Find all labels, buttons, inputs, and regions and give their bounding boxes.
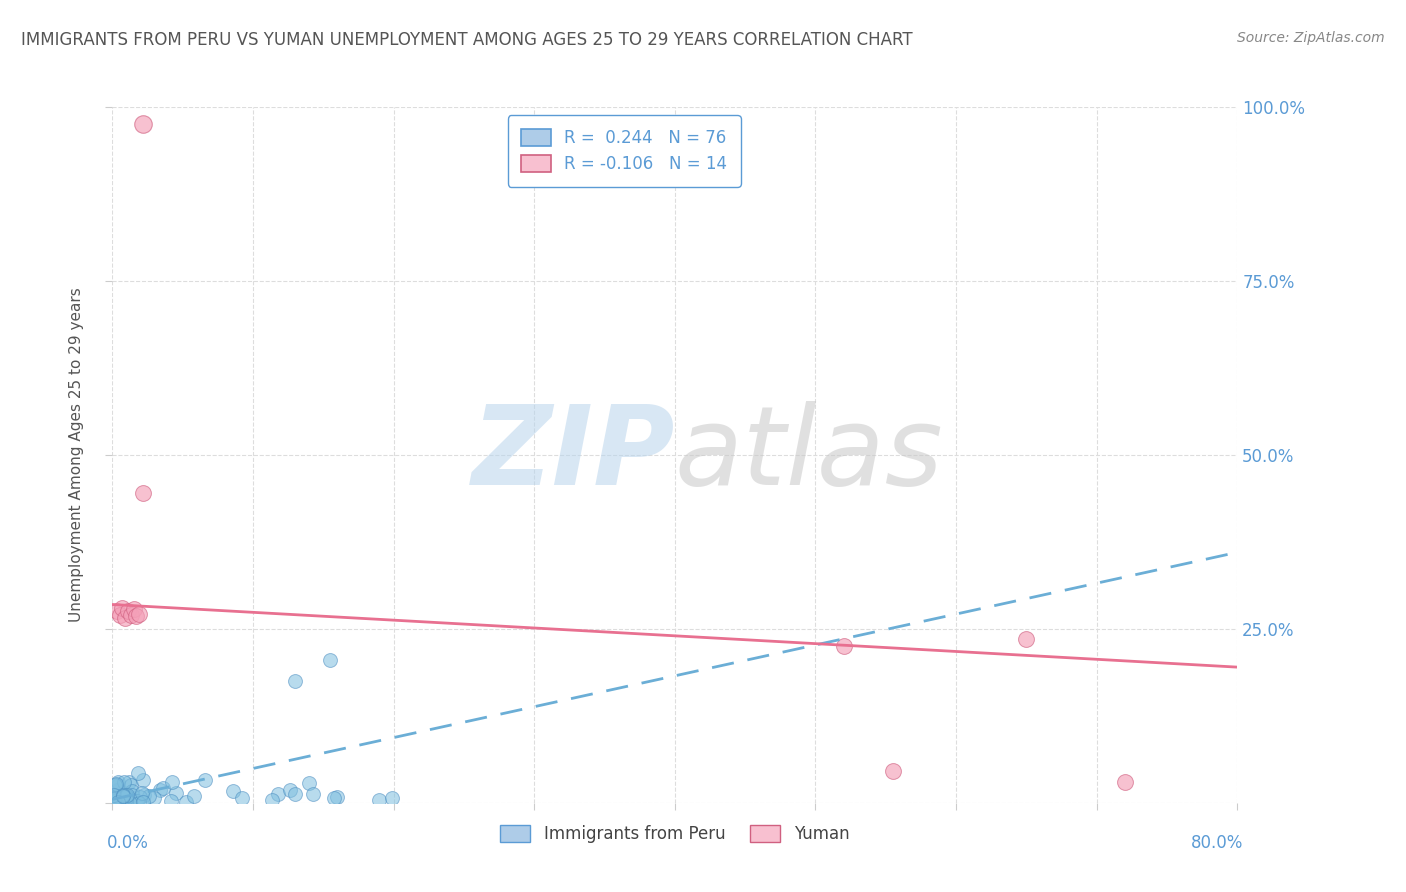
Point xyxy=(183,789,205,804)
Point xyxy=(103,794,125,808)
Point xyxy=(110,792,132,806)
Point xyxy=(302,787,325,801)
Point xyxy=(122,602,145,616)
Text: ZIP: ZIP xyxy=(471,401,675,508)
Text: 80.0%: 80.0% xyxy=(1191,834,1243,852)
Point xyxy=(108,789,131,804)
Point xyxy=(103,795,125,809)
Text: atlas: atlas xyxy=(675,401,943,508)
Point xyxy=(103,788,125,802)
Point xyxy=(117,788,139,802)
Point xyxy=(132,486,155,500)
Point xyxy=(278,782,301,797)
Point xyxy=(134,788,156,802)
Point xyxy=(112,774,135,789)
Y-axis label: Unemployment Among Ages 25 to 29 years: Unemployment Among Ages 25 to 29 years xyxy=(69,287,84,623)
Point xyxy=(110,791,132,805)
Point xyxy=(149,783,172,797)
Point xyxy=(103,791,125,805)
Point xyxy=(1114,775,1136,789)
Point xyxy=(121,792,143,806)
Point xyxy=(260,793,283,807)
Point xyxy=(103,791,125,805)
Point xyxy=(882,764,904,779)
Point xyxy=(322,791,344,805)
Point xyxy=(112,794,135,808)
Point xyxy=(103,796,125,810)
Point xyxy=(165,786,187,800)
Point xyxy=(131,786,153,800)
Point xyxy=(125,609,148,624)
Point xyxy=(110,796,132,810)
Point xyxy=(152,781,174,796)
Point xyxy=(105,794,128,808)
Point xyxy=(138,789,160,804)
Legend: Immigrants from Peru, Yuman: Immigrants from Peru, Yuman xyxy=(494,819,856,850)
Point xyxy=(284,788,307,802)
Point xyxy=(160,775,183,789)
Point xyxy=(103,778,125,792)
Point xyxy=(319,653,342,667)
Point xyxy=(103,792,125,806)
Point xyxy=(267,788,290,802)
Point xyxy=(128,796,150,810)
Text: IMMIGRANTS FROM PERU VS YUMAN UNEMPLOYMENT AMONG AGES 25 TO 29 YEARS CORRELATION: IMMIGRANTS FROM PERU VS YUMAN UNEMPLOYME… xyxy=(21,31,912,49)
Point xyxy=(367,793,389,807)
Point xyxy=(112,793,135,807)
Point xyxy=(114,790,136,805)
Point xyxy=(325,789,347,804)
Point xyxy=(117,605,139,619)
Point xyxy=(231,790,253,805)
Point xyxy=(107,782,129,797)
Point xyxy=(117,793,139,807)
Point xyxy=(105,789,128,803)
Point xyxy=(115,795,138,809)
Point xyxy=(132,117,155,131)
Point xyxy=(118,796,141,810)
Point xyxy=(131,773,153,788)
Point xyxy=(105,605,128,619)
Point xyxy=(114,611,136,625)
Point xyxy=(120,607,142,622)
Point xyxy=(114,789,136,803)
Point xyxy=(108,607,131,622)
Point xyxy=(111,601,134,615)
Point xyxy=(127,766,149,780)
Point xyxy=(114,791,136,805)
Point xyxy=(121,788,143,802)
Point xyxy=(222,784,245,798)
Point xyxy=(104,793,127,807)
Point xyxy=(118,774,141,789)
Point xyxy=(143,790,166,805)
Point xyxy=(104,790,127,805)
Point xyxy=(107,775,129,789)
Point xyxy=(111,795,134,809)
Point xyxy=(160,794,183,808)
Text: Source: ZipAtlas.com: Source: ZipAtlas.com xyxy=(1237,31,1385,45)
Text: 0.0%: 0.0% xyxy=(107,834,149,852)
Point xyxy=(174,795,197,809)
Point xyxy=(111,788,134,802)
Point xyxy=(121,784,143,798)
Point xyxy=(381,791,404,805)
Point xyxy=(105,776,128,790)
Point xyxy=(194,772,217,787)
Point xyxy=(298,776,321,790)
Point xyxy=(127,794,149,808)
Point xyxy=(832,639,855,653)
Point xyxy=(128,607,150,621)
Point xyxy=(107,795,129,809)
Point xyxy=(284,674,307,689)
Point xyxy=(112,789,135,804)
Point xyxy=(107,778,129,792)
Point xyxy=(129,789,152,804)
Point xyxy=(1015,632,1038,647)
Point xyxy=(111,785,134,799)
Point xyxy=(120,778,142,792)
Point xyxy=(132,795,155,809)
